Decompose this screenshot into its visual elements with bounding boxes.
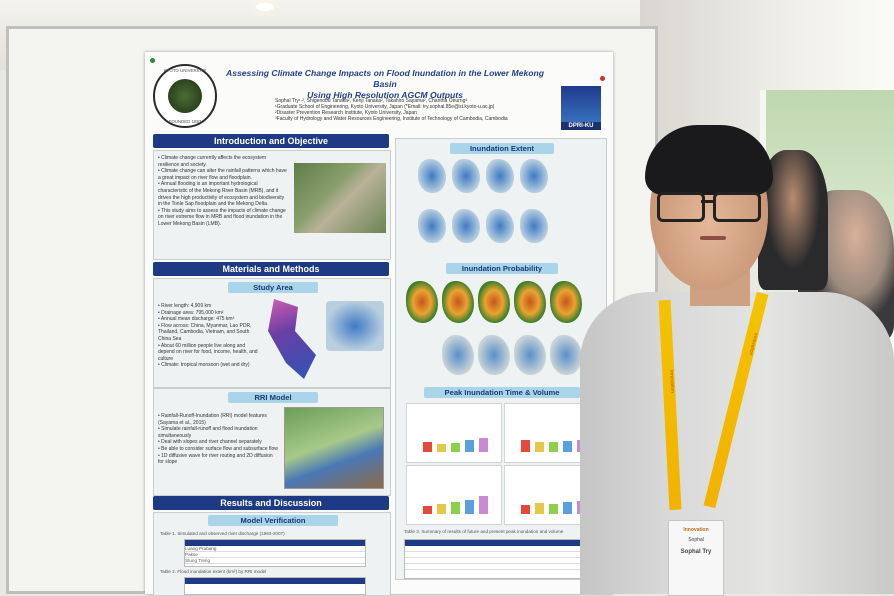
subheader-study-area: Study Area xyxy=(228,282,318,293)
section-header-materials: Materials and Methods xyxy=(153,262,389,276)
table1-row: Stung Treng xyxy=(185,558,365,564)
logo-left-bottom-text: FOUNDED 1897 xyxy=(168,119,202,124)
study-bullet: Drainage area: 795,000 km² xyxy=(158,310,258,317)
study-bullet: Annual mean discharge: 475 km³ xyxy=(158,316,258,323)
logo-left-top-text: KYOTO UNIVERSITY xyxy=(163,68,207,73)
poster-authors: Sophal Try¹·², Shigenobu Tanaka², Kenji … xyxy=(275,98,535,122)
table3 xyxy=(404,539,602,579)
rri-bullets: Rainfall-Runoff-Inundation (RRI) model f… xyxy=(158,413,278,466)
poster-title-line2: Using High Resolution AGCM Outputs xyxy=(307,90,463,100)
table1-caption: Table 1. Simulated and observed river di… xyxy=(160,531,285,536)
table3-caption: Table 3. Summary of results of future an… xyxy=(404,529,564,534)
push-pin xyxy=(600,76,605,81)
rri-bullet: 1D diffusive wave for river routing and … xyxy=(158,453,278,466)
inundation-probability-map xyxy=(478,335,510,375)
inundation-extent-map xyxy=(418,159,446,193)
rri-model-diagram xyxy=(284,407,384,489)
intro-panel: Climate change currently affects the eco… xyxy=(153,150,391,260)
study-bullets: River length: 4,909 km Drainage area: 79… xyxy=(158,303,258,369)
study-bullet: Climate: tropical monsoon (wet and dry) xyxy=(158,362,258,369)
poster-title-line1: Assessing Climate Change Impacts on Floo… xyxy=(226,68,544,89)
intro-bullet: This study aims to assess the impacts of… xyxy=(158,208,288,228)
presenter-glasses xyxy=(655,192,763,222)
badge-name: Sophal Try xyxy=(680,549,712,555)
affiliation-line: ²Disaster Prevention Research Institute,… xyxy=(275,110,417,116)
affiliation-line: ³Faculty of Hydrology and Water Resource… xyxy=(275,116,508,122)
section-header-results: Results and Discussion xyxy=(153,496,389,510)
lower-mekong-map xyxy=(326,301,384,351)
flood-photo xyxy=(294,163,386,233)
badge-name-top: Sophal xyxy=(688,537,704,543)
ceiling-light xyxy=(256,3,274,11)
inundation-probability-map xyxy=(478,281,510,323)
dpri-ku-logo-text: DPRI-KU xyxy=(561,122,601,130)
table2 xyxy=(184,577,366,595)
inundation-extent-map xyxy=(520,159,548,193)
presenter-shirt xyxy=(580,292,894,594)
authors-line: Sophal Try¹·², Shigenobu Tanaka², Kenji … xyxy=(275,98,468,104)
rri-bullet: Simulate rainfall-runoff and flood inund… xyxy=(158,426,278,439)
subheader-model-verification: Model Verification xyxy=(208,515,338,526)
subheader-inundation-probability: Inundation Probability xyxy=(446,263,558,274)
inundation-probability-map xyxy=(442,335,474,375)
inundation-extent-map xyxy=(418,209,446,243)
study-area-panel: Study Area River length: 4,909 km Draina… xyxy=(153,278,391,388)
intro-bullet: Annual flooding is an important hydrolog… xyxy=(158,181,288,207)
rri-model-panel: RRI Model Rainfall-Runoff-Inundation (RR… xyxy=(153,388,391,496)
intro-bullet: Climate change currently affects the eco… xyxy=(158,155,288,168)
inundation-extent-map xyxy=(486,209,514,243)
presenter-hair xyxy=(645,125,773,195)
table1: Luang Prabang Pakse Stung Treng xyxy=(184,539,366,567)
verification-panel: Model Verification Table 1. Simulated an… xyxy=(153,512,391,596)
dpri-ku-logo: DPRI-KU xyxy=(561,86,601,130)
rri-bullet: Deal with slopes and river channel separ… xyxy=(158,439,278,446)
results-right-panel: Inundation Extent Inundation Probability… xyxy=(395,138,607,580)
subheader-inundation-extent: Inundation Extent xyxy=(450,143,554,154)
presenter-mouth xyxy=(700,236,726,240)
inundation-probability-map xyxy=(514,281,546,323)
poster-title: Assessing Climate Change Impacts on Floo… xyxy=(215,68,555,101)
rri-bullet: Rainfall-Runoff-Inundation (RRI) model f… xyxy=(158,413,278,426)
subheader-peak-inundation: Peak Inundation Time & Volume xyxy=(424,387,580,398)
inundation-extent-map xyxy=(520,209,548,243)
study-bullet: About 60 million people live along and d… xyxy=(158,343,258,363)
table1-row: Luang Prabang xyxy=(185,546,365,552)
affiliation-line: ¹Graduate School of Engineering, Kyoto U… xyxy=(275,104,495,110)
peak-boxplot-chart xyxy=(406,465,502,525)
inundation-probability-map xyxy=(550,281,582,323)
badge-event: Innovation xyxy=(683,527,709,533)
study-bullet: Flow across: China, Myanmar, Lao PDR, Th… xyxy=(158,323,258,343)
intro-bullet: Climate change can alter the rainfall pa… xyxy=(158,168,288,181)
rri-bullet: Be able to consider surface flow and sub… xyxy=(158,446,278,453)
inundation-extent-map xyxy=(452,159,480,193)
push-pin xyxy=(150,58,155,63)
table1-row: Pakse xyxy=(185,552,365,558)
mekong-basin-map xyxy=(268,299,316,379)
inundation-probability-map xyxy=(550,335,582,375)
table2-caption: Table 2. Flood inundation extent (km²) b… xyxy=(160,569,267,574)
section-header-intro: Introduction and Objective xyxy=(153,134,389,148)
peak-boxplot-chart xyxy=(406,403,502,463)
inundation-extent-map xyxy=(486,159,514,193)
subheader-rri-model: RRI Model xyxy=(228,392,318,403)
lanyard-text: Innovation xyxy=(668,369,676,394)
inundation-extent-map xyxy=(452,209,480,243)
poster: KYOTO UNIVERSITY FOUNDED 1897 Assessing … xyxy=(145,52,613,596)
intro-bullets: Climate change currently affects the eco… xyxy=(158,155,288,228)
kyoto-university-logo: KYOTO UNIVERSITY FOUNDED 1897 xyxy=(153,64,217,128)
inundation-probability-map xyxy=(442,281,474,323)
name-badge: Innovation Sophal Sophal Try xyxy=(668,520,724,596)
inundation-probability-map xyxy=(406,281,438,323)
study-bullet: River length: 4,909 km xyxy=(158,303,258,310)
inundation-probability-map xyxy=(514,335,546,375)
